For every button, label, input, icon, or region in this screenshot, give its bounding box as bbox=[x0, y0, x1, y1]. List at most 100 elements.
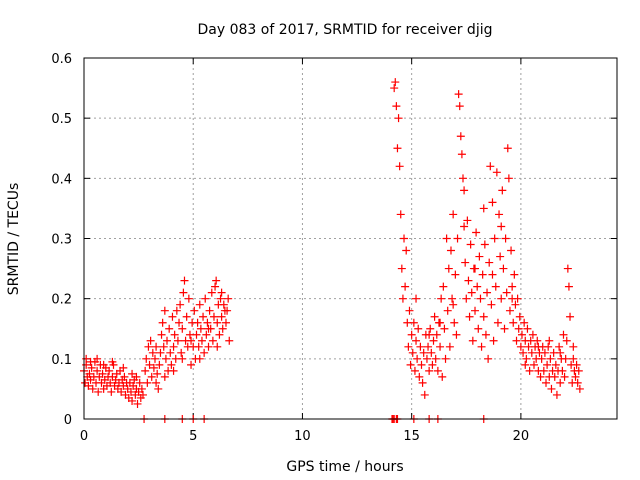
data-point bbox=[521, 360, 530, 369]
data-point bbox=[561, 354, 570, 363]
data-point bbox=[566, 312, 575, 321]
data-point bbox=[160, 372, 169, 381]
data-point bbox=[528, 330, 537, 339]
data-point bbox=[215, 330, 224, 339]
data-point bbox=[216, 294, 225, 303]
data-point bbox=[93, 366, 102, 375]
data-point bbox=[195, 354, 204, 363]
data-point bbox=[401, 282, 410, 291]
data-point bbox=[444, 264, 453, 273]
y-tick-label: 0.5 bbox=[51, 112, 72, 127]
data-point bbox=[534, 342, 543, 351]
x-tick-label: 0 bbox=[80, 429, 88, 444]
data-point bbox=[451, 270, 460, 279]
data-point bbox=[415, 372, 424, 381]
data-point bbox=[143, 378, 152, 387]
data-point bbox=[161, 354, 170, 363]
data-point bbox=[137, 384, 146, 393]
data-point bbox=[152, 342, 161, 351]
data-point bbox=[496, 252, 505, 261]
data-point bbox=[87, 363, 96, 372]
data-point bbox=[85, 369, 94, 378]
data-point bbox=[490, 234, 499, 243]
data-point bbox=[546, 354, 555, 363]
data-point bbox=[489, 336, 498, 345]
data-point bbox=[201, 294, 210, 303]
data-point bbox=[477, 342, 486, 351]
data-point bbox=[509, 318, 518, 327]
data-point bbox=[483, 288, 492, 297]
data-point bbox=[409, 318, 418, 327]
data-point bbox=[424, 342, 433, 351]
data-point bbox=[497, 294, 506, 303]
data-point bbox=[464, 276, 473, 285]
data-point bbox=[462, 294, 471, 303]
data-point bbox=[195, 300, 204, 309]
data-point bbox=[476, 294, 485, 303]
data-point bbox=[217, 288, 226, 297]
data-point bbox=[516, 342, 525, 351]
data-point bbox=[128, 396, 137, 405]
data-point bbox=[204, 342, 213, 351]
data-point bbox=[575, 384, 584, 393]
y-tick-label: 0.3 bbox=[51, 233, 72, 248]
data-point bbox=[396, 210, 405, 219]
data-point bbox=[200, 348, 209, 357]
data-point bbox=[537, 354, 546, 363]
data-point bbox=[555, 342, 564, 351]
data-point bbox=[449, 210, 458, 219]
data-point bbox=[184, 294, 193, 303]
data-point bbox=[417, 360, 426, 369]
data-point bbox=[141, 366, 150, 375]
data-point bbox=[572, 360, 581, 369]
data-point bbox=[457, 150, 466, 159]
data-point bbox=[539, 366, 548, 375]
x-tick-label: 10 bbox=[294, 429, 311, 444]
data-point bbox=[120, 372, 129, 381]
data-point bbox=[395, 162, 404, 171]
data-point bbox=[176, 300, 185, 309]
data-point bbox=[400, 234, 409, 243]
data-point bbox=[527, 348, 536, 357]
data-point bbox=[452, 330, 461, 339]
data-point bbox=[511, 300, 520, 309]
data-point bbox=[407, 330, 416, 339]
data-point bbox=[571, 372, 580, 381]
data-point bbox=[416, 342, 425, 351]
data-point bbox=[404, 342, 413, 351]
data-point bbox=[147, 372, 156, 381]
data-point bbox=[154, 384, 163, 393]
data-point bbox=[199, 312, 208, 321]
data-point bbox=[502, 288, 511, 297]
data-point bbox=[450, 318, 459, 327]
data-point bbox=[563, 264, 572, 273]
data-point bbox=[501, 234, 510, 243]
data-point bbox=[455, 102, 464, 111]
data-point bbox=[473, 282, 482, 291]
data-point bbox=[487, 300, 496, 309]
data-point bbox=[479, 312, 488, 321]
data-point bbox=[193, 318, 202, 327]
data-point bbox=[190, 306, 199, 315]
data-point bbox=[463, 216, 472, 225]
data-point bbox=[448, 294, 457, 303]
data-point bbox=[203, 318, 212, 327]
data-point bbox=[486, 162, 495, 171]
data-point bbox=[488, 270, 497, 279]
data-point bbox=[138, 390, 147, 399]
data-point bbox=[405, 306, 414, 315]
data-point bbox=[454, 90, 463, 99]
data-point bbox=[574, 366, 583, 375]
data-point bbox=[429, 336, 438, 345]
data-point bbox=[156, 348, 165, 357]
data-point bbox=[390, 84, 399, 93]
data-point bbox=[208, 336, 217, 345]
data-point bbox=[445, 342, 454, 351]
plot-frame bbox=[83, 57, 618, 420]
data-point bbox=[149, 363, 158, 372]
data-point bbox=[432, 330, 441, 339]
data-point bbox=[498, 186, 507, 195]
data-point bbox=[394, 114, 403, 123]
data-point bbox=[504, 174, 513, 183]
